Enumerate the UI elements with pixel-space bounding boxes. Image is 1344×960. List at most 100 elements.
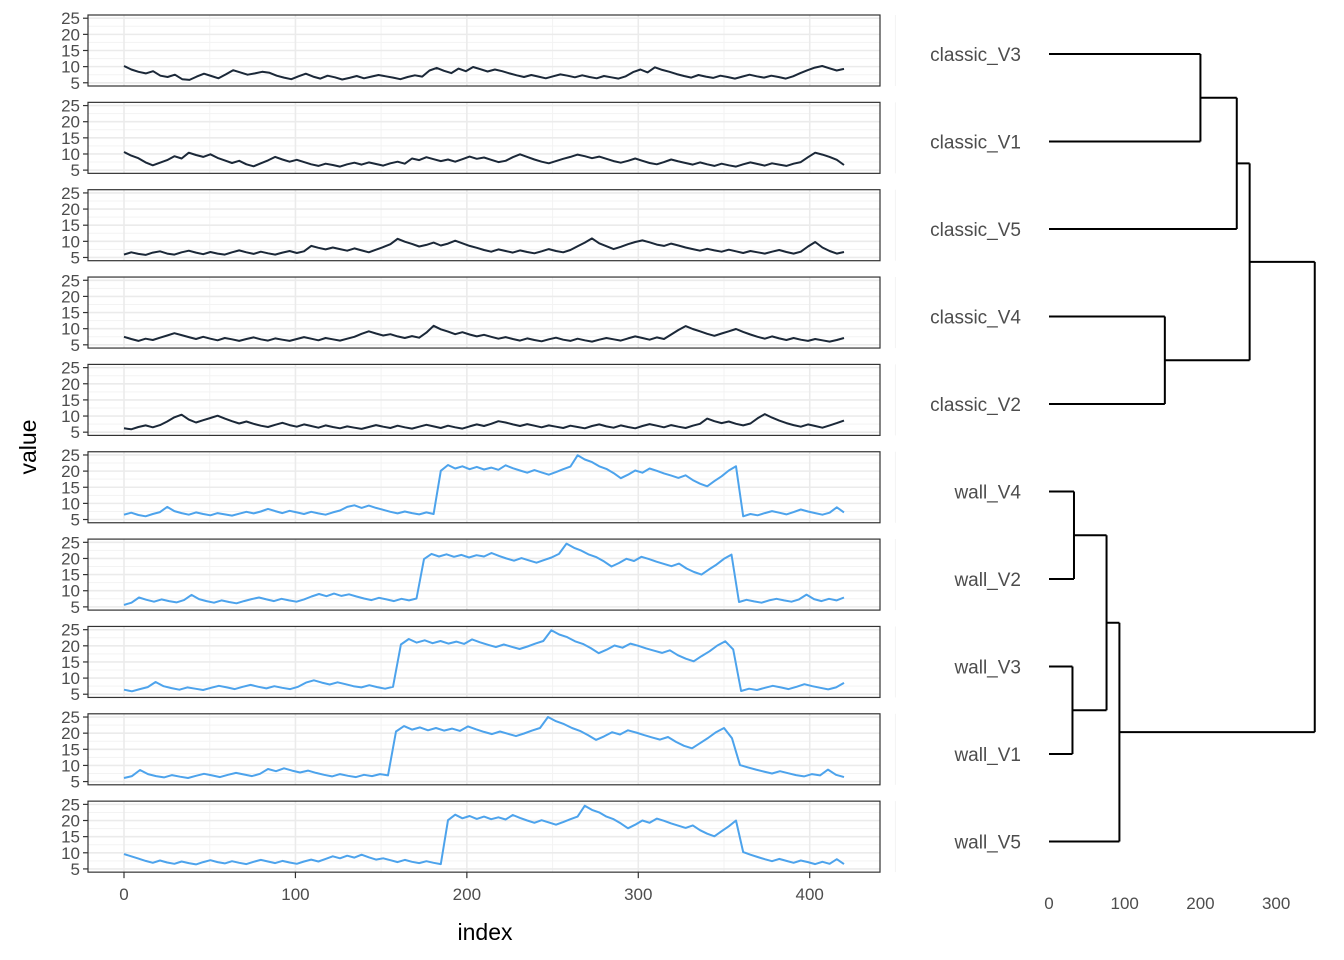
- panel-border: [87, 14, 881, 87]
- leaf-label: wall_V5: [953, 833, 1021, 854]
- y-tick-label: 20: [61, 462, 80, 481]
- y-tick-label: 20: [61, 287, 80, 306]
- y-tick-label: 15: [61, 653, 80, 672]
- leaf-label: classic_V2: [930, 395, 1021, 416]
- leaf-label: wall_V3: [953, 658, 1021, 679]
- x-axis-title: index: [458, 919, 513, 945]
- dendrogram-x-axis: 0 100 200 300: [1044, 894, 1290, 913]
- y-tick-label: 10: [61, 669, 80, 688]
- y-tick-label: 15: [61, 566, 80, 585]
- panel-border: [87, 800, 881, 873]
- dendrogram-tick-label: 100: [1111, 894, 1139, 913]
- y-tick-label: 25: [61, 271, 80, 290]
- series-line-wall: [123, 716, 845, 779]
- y-tick-label: 5: [71, 336, 80, 355]
- y-tick-label: 15: [61, 391, 80, 410]
- x-tick-label: 200: [453, 885, 481, 904]
- y-tick-label: 25: [61, 708, 80, 727]
- panel-border: [87, 189, 881, 262]
- panel-border: [87, 538, 881, 611]
- y-tick-label: 25: [61, 446, 80, 465]
- panel-border: [87, 451, 881, 524]
- y-tick-label: 5: [71, 598, 80, 617]
- series-line-classic: [123, 413, 845, 431]
- y-tick-label: 5: [71, 74, 80, 93]
- x-tick-label: 400: [796, 885, 824, 904]
- y-tick-label: 20: [61, 113, 80, 132]
- y-tick-label: 20: [61, 375, 80, 394]
- panel-border: [87, 363, 881, 436]
- series-line-classic: [123, 324, 845, 343]
- dendrogram-tick-label: 0: [1044, 894, 1053, 913]
- dendrogram-tick-label: 300: [1262, 894, 1290, 913]
- leaf-label: classic_V3: [930, 45, 1021, 66]
- y-tick-label: 5: [71, 511, 80, 530]
- y-tick-label: 25: [61, 533, 80, 552]
- y-tick-label: 20: [61, 25, 80, 44]
- y-tick-label: 20: [61, 200, 80, 219]
- y-tick-label: 20: [61, 549, 80, 568]
- y-tick-label: 15: [61, 478, 80, 497]
- panel-border: [87, 713, 881, 786]
- leaf-label: classic_V5: [930, 220, 1021, 241]
- series-line-classic: [123, 237, 845, 256]
- y-tick-label: 25: [61, 621, 80, 640]
- y-tick-label: 20: [61, 724, 80, 743]
- y-tick-label: 5: [71, 685, 80, 704]
- leaf-label: classic_V1: [930, 133, 1021, 154]
- y-axis-title: value: [15, 420, 41, 475]
- x-tick-label: 300: [624, 885, 652, 904]
- y-tick-label: 25: [61, 184, 80, 203]
- line-panels: 5101520255101520255101520255101520255101…: [61, 9, 896, 879]
- y-tick-label: 15: [61, 740, 80, 759]
- series-line-wall: [123, 804, 845, 866]
- dendrogram: classic_V3 classic_V1 classic_V5 classic_V4…: [930, 45, 1316, 854]
- y-tick-label: 15: [61, 42, 80, 61]
- y-tick-label: 25: [61, 9, 80, 28]
- dendrogram-tick-label: 200: [1186, 894, 1214, 913]
- y-tick-label: 5: [71, 773, 80, 792]
- y-tick-label: 10: [61, 407, 80, 426]
- series-line-wall: [123, 629, 845, 693]
- leaf-label: wall_V1: [953, 745, 1021, 766]
- y-tick-label: 10: [61, 58, 80, 77]
- y-tick-label: 10: [61, 756, 80, 775]
- y-tick-label: 25: [61, 359, 80, 378]
- y-tick-label: 25: [61, 97, 80, 116]
- y-tick-label: 15: [61, 216, 80, 235]
- panel-border: [87, 101, 881, 174]
- y-tick-label: 10: [61, 844, 80, 863]
- x-tick-label: 0: [119, 885, 128, 904]
- y-tick-label: 15: [61, 129, 80, 148]
- series-line-wall: [123, 542, 845, 606]
- y-tick-label: 15: [61, 304, 80, 323]
- series-line-classic: [123, 151, 845, 168]
- panel-border: [87, 276, 881, 349]
- series-line-wall: [123, 454, 845, 518]
- x-tick-label: 100: [281, 885, 309, 904]
- y-tick-label: 20: [61, 637, 80, 656]
- series-line-classic: [123, 65, 845, 81]
- y-tick-label: 25: [61, 795, 80, 814]
- leaf-label: wall_V4: [953, 483, 1021, 504]
- y-tick-label: 10: [61, 582, 80, 601]
- y-tick-label: 5: [71, 423, 80, 442]
- y-tick-label: 10: [61, 232, 80, 251]
- x-axis: 0 100 200 300 400: [119, 872, 824, 904]
- y-tick-label: 5: [71, 248, 80, 267]
- leaf-label: wall_V2: [953, 570, 1021, 591]
- y-tick-label: 5: [71, 860, 80, 879]
- y-tick-label: 20: [61, 812, 80, 831]
- leaf-label: classic_V4: [930, 308, 1021, 329]
